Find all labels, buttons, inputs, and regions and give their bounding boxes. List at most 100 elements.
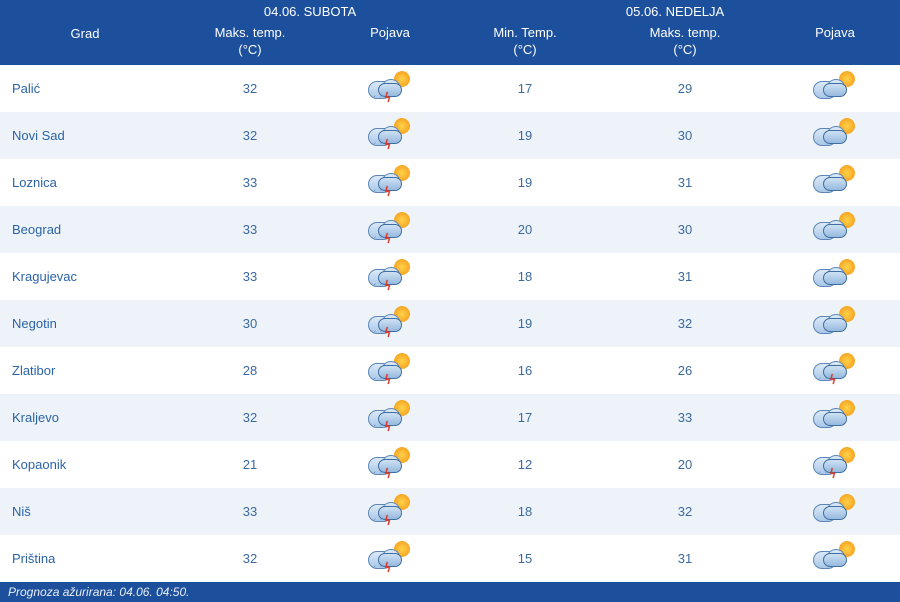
header-day1-pojava: Pojava [330,21,450,65]
partly-cloudy-icon [813,165,857,197]
header-day1-title: 04.06. SUBOTA [170,0,450,21]
cell-d2-min: 18 [450,253,600,300]
cell-d2-icon [770,159,900,206]
cell-d1-max: 32 [170,394,330,441]
cell-d1-max: 33 [170,253,330,300]
cell-d1-icon: ՛ ՛ϟ [330,206,450,253]
cell-d1-icon: ՛ ՛ϟ [330,488,450,535]
cell-d2-icon [770,206,900,253]
cell-d2-min: 17 [450,394,600,441]
partly-cloudy-icon [813,541,857,573]
cell-d1-max: 33 [170,206,330,253]
table-body: Palić32՛ ՛ϟ1729Novi Sad32՛ ՛ϟ1930Loznica… [0,65,900,582]
thunder-icon: ՛ ՛ϟ [368,447,412,479]
partly-cloudy-icon [813,400,857,432]
cell-d1-icon: ՛ ՛ϟ [330,253,450,300]
cell-city: Kopaonik [0,441,170,488]
cell-d2-icon [770,535,900,582]
cell-city: Novi Sad [0,112,170,159]
cell-d1-max: 28 [170,347,330,394]
header-day2-pojava: Pojava [770,21,900,65]
forecast-table: Grad 04.06. SUBOTA 05.06. NEDELJA Maks. … [0,0,900,582]
cell-d1-max: 21 [170,441,330,488]
thunder-icon: ՛ ՛ϟ [368,165,412,197]
cell-city: Beograd [0,206,170,253]
footer-updated: Prognoza ažurirana: 04.06. 04:50. [0,582,900,602]
cell-d2-icon [770,488,900,535]
cell-d2-icon [770,394,900,441]
table-row: Kragujevac33 ՛ ՛ϟ 1831 [0,253,900,300]
cell-d1-max: 32 [170,112,330,159]
cell-d2-min: 15 [450,535,600,582]
cell-d2-icon: ՛ ՛ϟ [770,441,900,488]
partly-cloudy-icon [813,212,857,244]
partly-cloudy-icon [813,494,857,526]
cell-d2-max: 30 [600,206,770,253]
thunder-icon: ՛ ՛ϟ [368,494,412,526]
thunder-icon: ՛ ՛ϟ [368,212,412,244]
header-day2-max: Maks. temp. (°C) [600,21,770,65]
cell-d2-icon [770,253,900,300]
cell-city: Negotin [0,300,170,347]
table-row: Beograd33՛ ՛ϟ2030 [0,206,900,253]
partly-cloudy-icon [813,118,857,150]
cell-city: Niš [0,488,170,535]
cell-d1-max: 33 [170,159,330,206]
cell-d2-icon: ՛ ՛ϟ [770,347,900,394]
cell-d2-max: 26 [600,347,770,394]
partly-cloudy-icon [813,259,857,291]
thunder-icon: ՛ ՛ϟ [813,447,857,479]
cell-city: Priština [0,535,170,582]
table-row: Palić32 ՛ ՛ϟ 1729 [0,65,900,112]
table-row: Priština32՛ ՛ϟ1531 [0,535,900,582]
cell-city: Loznica [0,159,170,206]
cell-d1-icon: ՛ ՛ϟ [330,65,450,112]
cell-d2-min: 17 [450,65,600,112]
header-city: Grad [0,0,170,65]
cell-d2-max: 33 [600,394,770,441]
table-row: Kraljevo32՛ ՛ϟ1733 [0,394,900,441]
cell-d1-icon: ՛ ՛ϟ [330,441,450,488]
cell-d2-min: 19 [450,159,600,206]
table-row: Loznica33 ՛ ՛ϟ 1931 [0,159,900,206]
cell-d2-max: 31 [600,253,770,300]
header-day1-max: Maks. temp. (°C) [170,21,330,65]
cell-d1-icon: ՛ ՛ϟ [330,300,450,347]
cell-d2-icon [770,112,900,159]
thunder-icon: ՛ ՛ϟ [368,118,412,150]
cell-d1-icon: ՛ ՛ϟ [330,535,450,582]
cell-d2-icon [770,65,900,112]
cell-d2-min: 19 [450,300,600,347]
thunder-icon: ՛ ՛ϟ [813,353,857,385]
table-row: Niš33 ՛ ՛ϟ 1832 [0,488,900,535]
thunder-icon: ՛ ՛ϟ [368,259,412,291]
cell-d2-max: 32 [600,300,770,347]
cell-d1-max: 30 [170,300,330,347]
cell-d2-max: 20 [600,441,770,488]
cell-d1-max: 33 [170,488,330,535]
header-day2-min: Min. Temp. (°C) [450,21,600,65]
table-header: Grad 04.06. SUBOTA 05.06. NEDELJA Maks. … [0,0,900,65]
cell-d2-max: 32 [600,488,770,535]
cell-city: Zlatibor [0,347,170,394]
table-row: Zlatibor28 ՛ ՛ϟ 1626 ՛ ՛ϟ [0,347,900,394]
thunder-icon: ՛ ՛ϟ [368,353,412,385]
partly-cloudy-icon [813,71,857,103]
cell-d2-max: 30 [600,112,770,159]
thunder-icon: ՛ ՛ϟ [368,400,412,432]
thunder-icon: ՛ ՛ϟ [368,541,412,573]
cell-d1-max: 32 [170,65,330,112]
table-row: Novi Sad32՛ ՛ϟ1930 [0,112,900,159]
cell-d2-max: 29 [600,65,770,112]
cell-d2-min: 12 [450,441,600,488]
cell-d1-icon: ՛ ՛ϟ [330,347,450,394]
cell-city: Palić [0,65,170,112]
thunder-icon: ՛ ՛ϟ [368,71,412,103]
cell-d2-min: 18 [450,488,600,535]
cell-d1-icon: ՛ ՛ϟ [330,394,450,441]
cell-city: Kragujevac [0,253,170,300]
cell-d1-icon: ՛ ՛ϟ [330,112,450,159]
cell-d2-min: 16 [450,347,600,394]
cell-d2-max: 31 [600,535,770,582]
cell-d2-max: 31 [600,159,770,206]
